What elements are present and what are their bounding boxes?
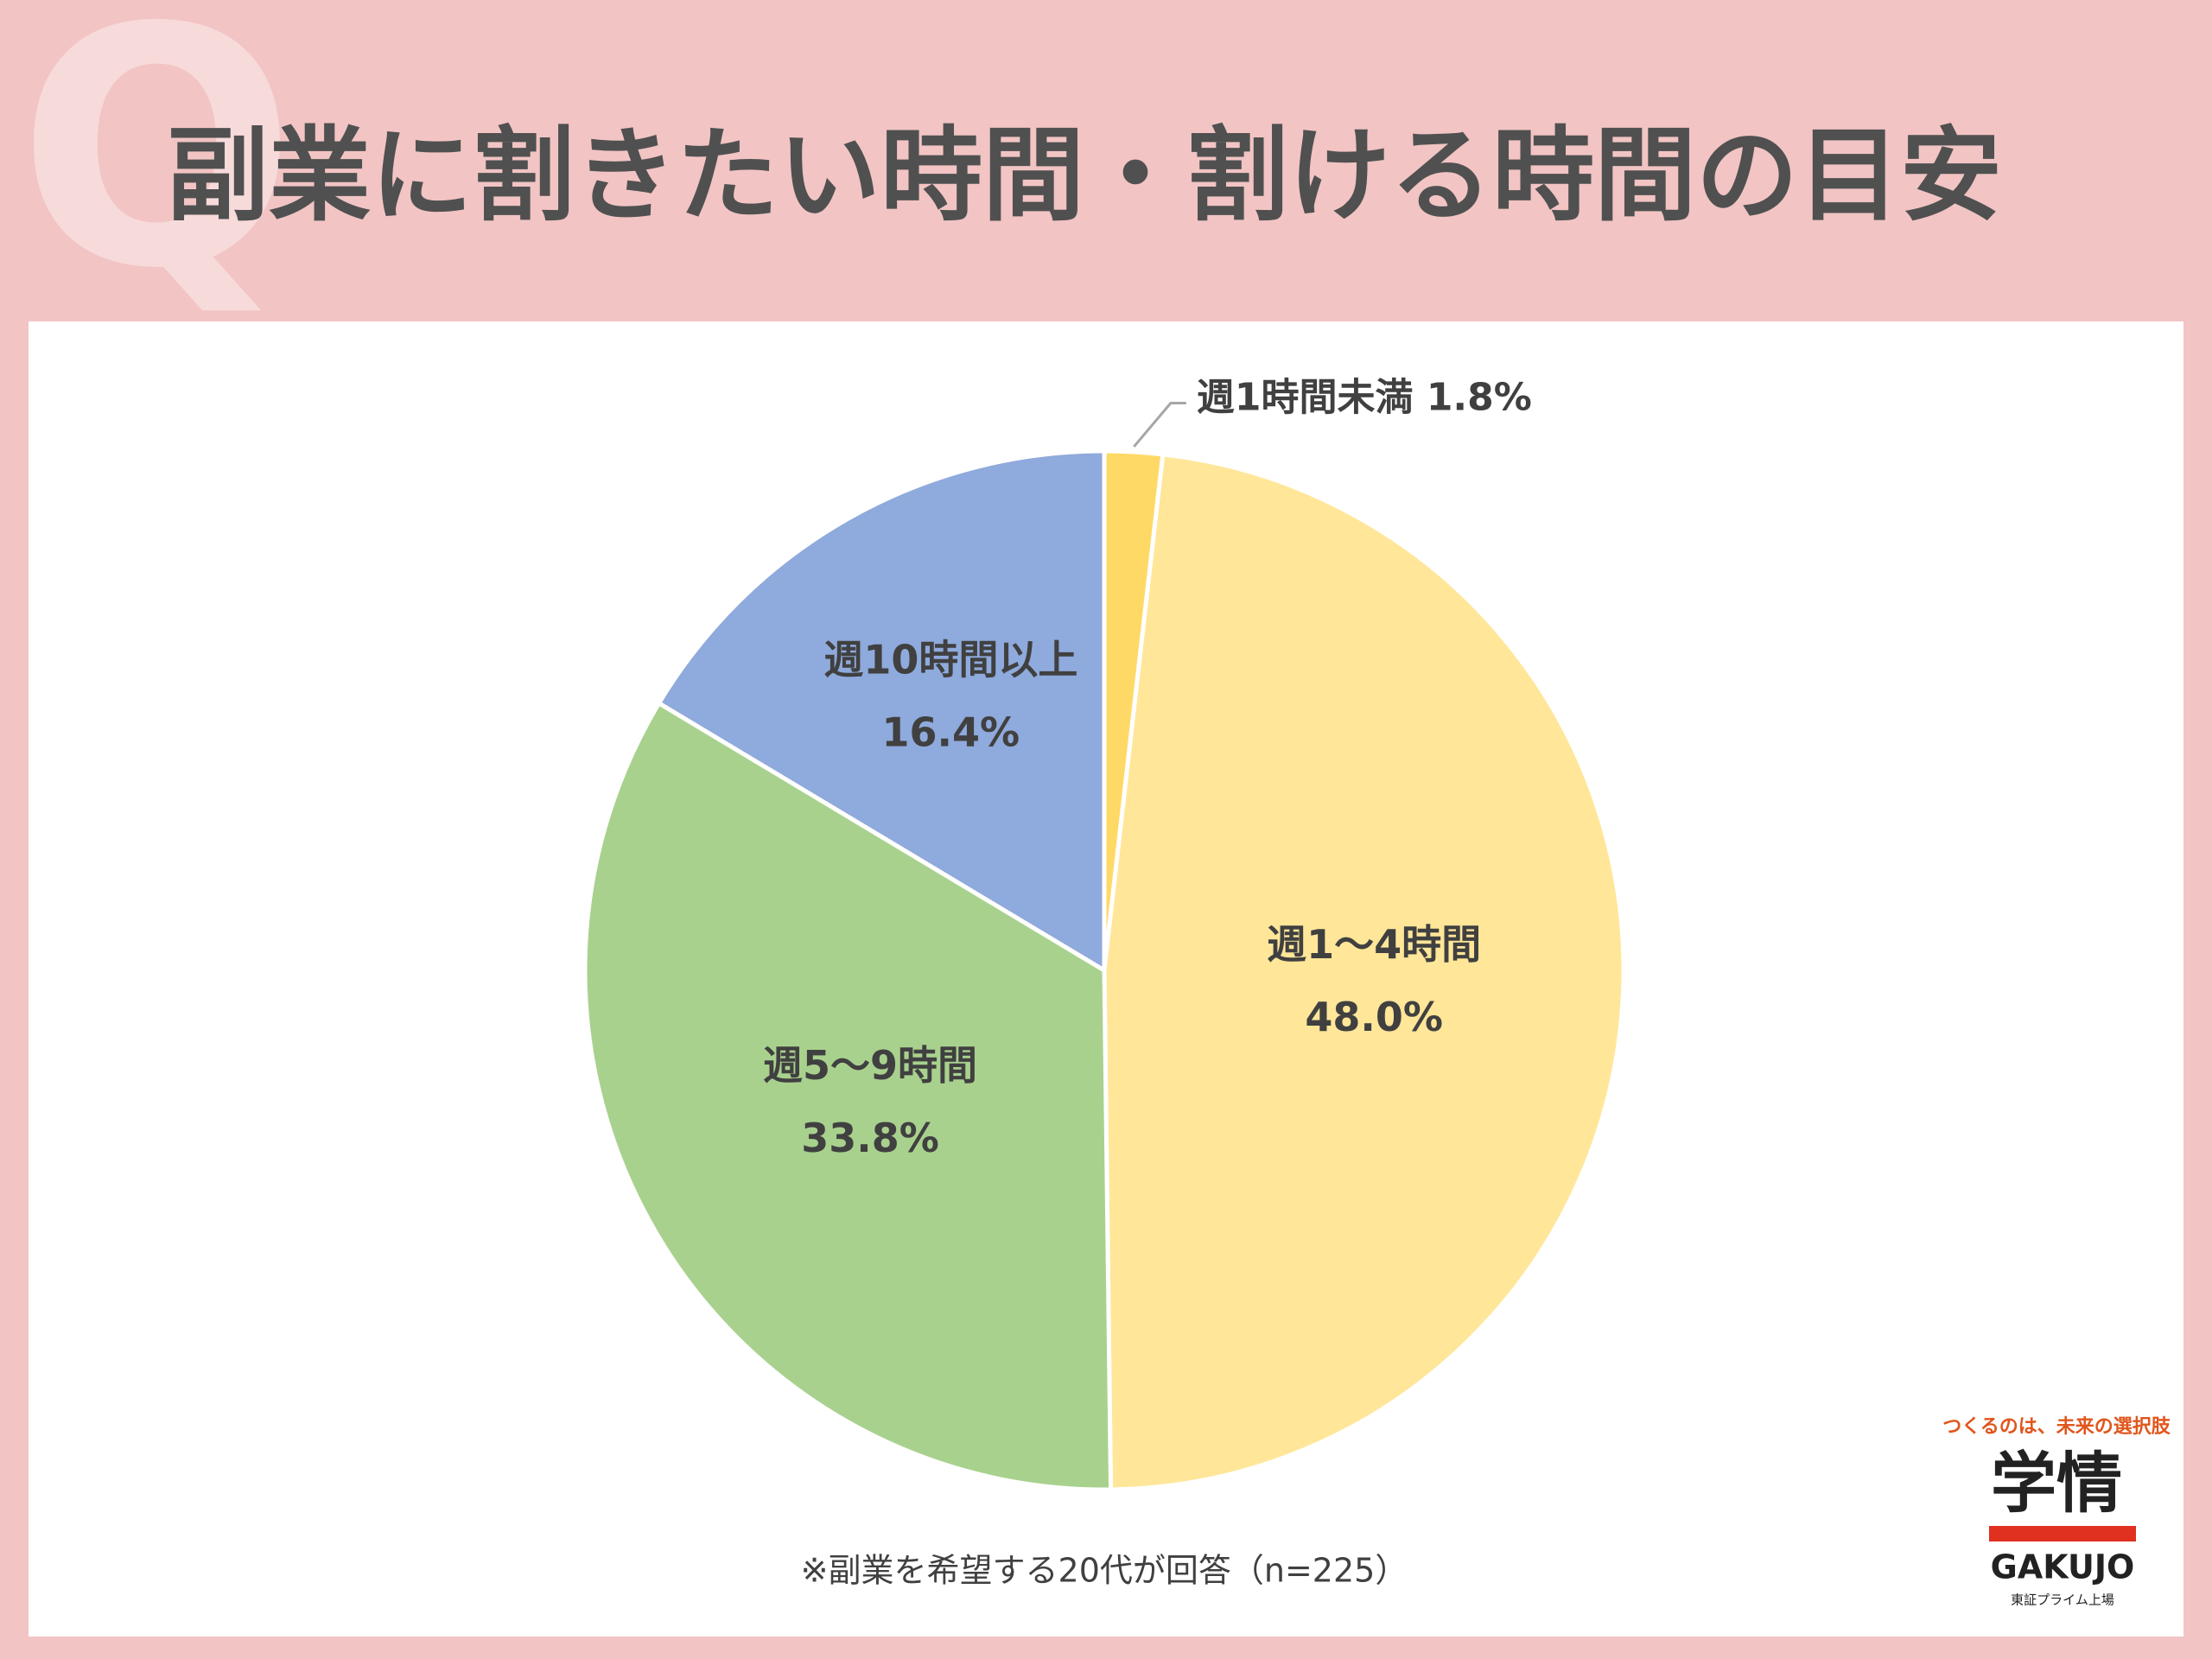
value-label: 1.8% <box>1427 375 1532 419</box>
category-label: 週10時間以上 <box>823 637 1077 683</box>
category-label: 週5～9時間 <box>763 1042 977 1089</box>
pie-slice <box>656 448 1107 975</box>
slice-label: 週1時間未満 1.8% <box>1197 375 1532 419</box>
category-label: 週1～4時間 <box>1267 921 1481 968</box>
logo-bar <box>1989 1526 2136 1541</box>
category-label: 週1時間未満 <box>1197 375 1414 419</box>
q-mark: Q <box>17 0 296 340</box>
value-label: 16.4% <box>882 709 1020 756</box>
value-label: 33.8% <box>801 1115 939 1161</box>
note: ※副業を希望する20代が回答（n=225） <box>801 1552 1408 1590</box>
chart-title: 副業に割きたい時間・割ける時間の目安 <box>167 116 2002 235</box>
logo-latin: GAKUJO <box>1991 1548 2135 1586</box>
logo: つくるのは、未来の選択肢 学情 GAKUJO 東証プライム上場 <box>1942 1416 2171 1608</box>
pie-slice <box>1102 452 1626 1492</box>
logo-name: 学情 <box>1991 1445 2122 1522</box>
leader-line <box>1133 401 1186 448</box>
pie-slice <box>582 700 1114 1492</box>
logo-sub: 東証プライム上場 <box>2011 1592 2114 1608</box>
value-label: 48.0% <box>1305 994 1443 1040</box>
logo-tagline: つくるのは、未来の選択肢 <box>1942 1416 2171 1438</box>
